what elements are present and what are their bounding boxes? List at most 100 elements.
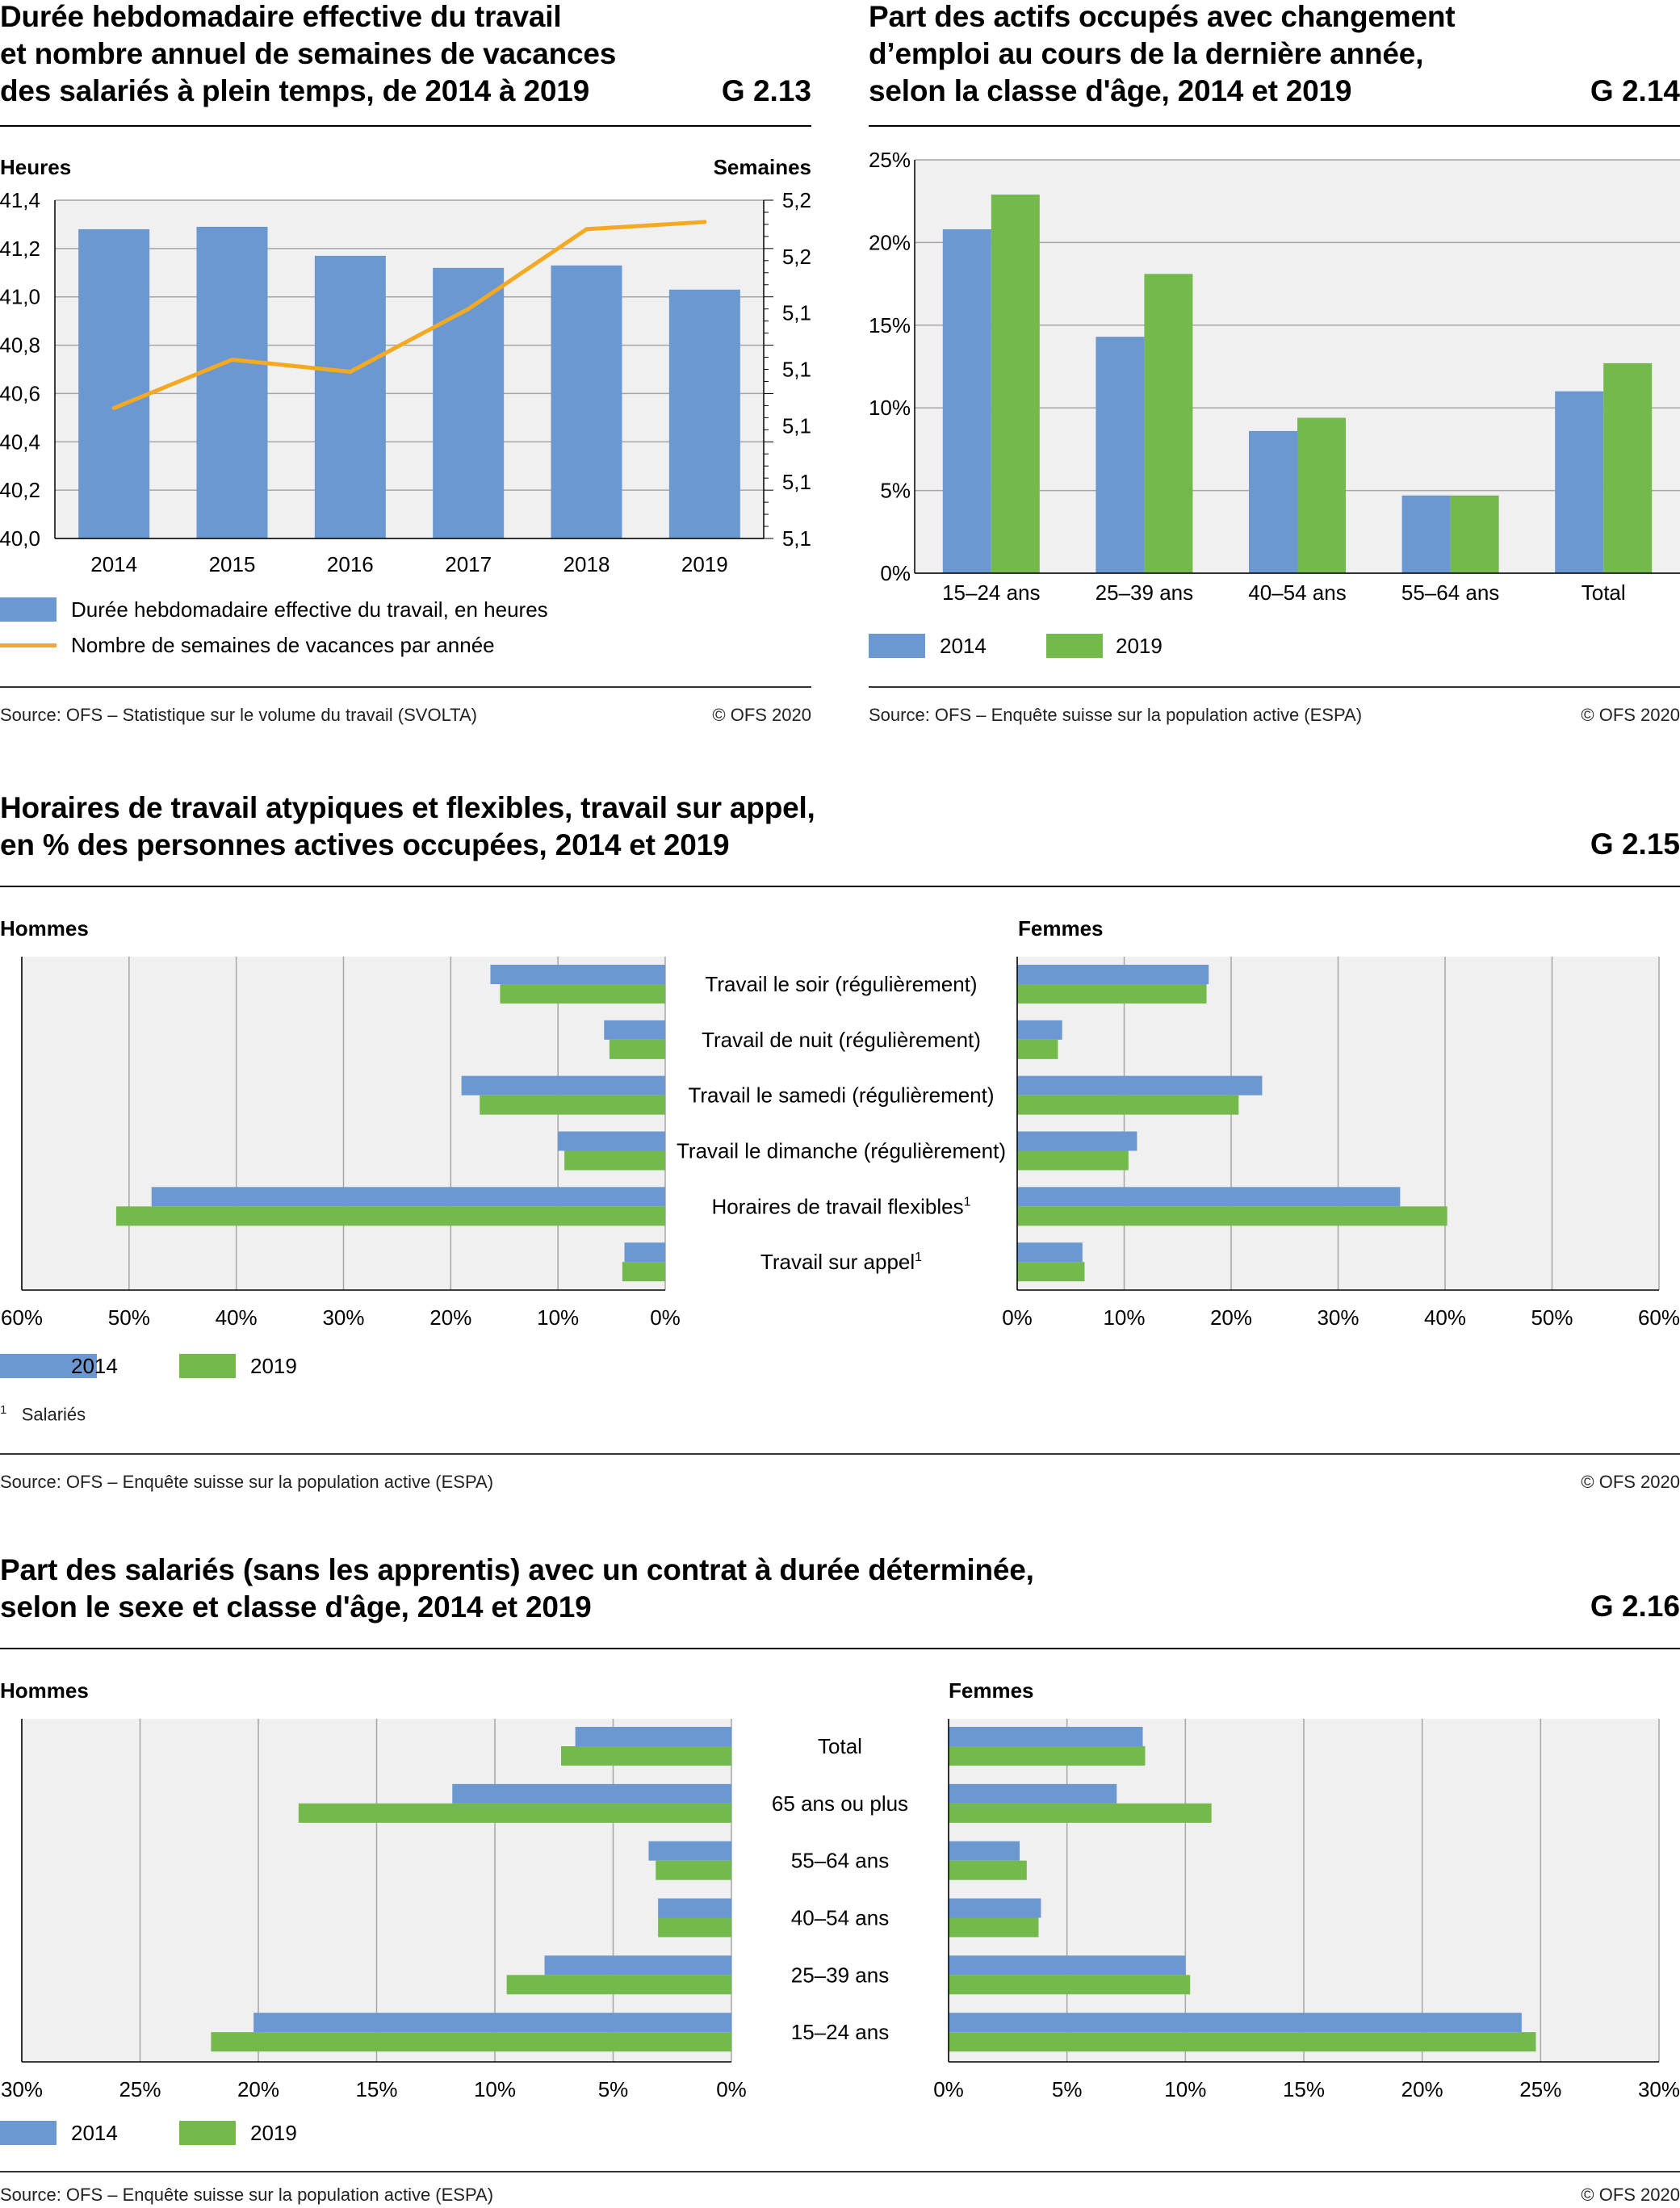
source-rule xyxy=(0,1453,1680,1455)
category-label: 40–54 ans xyxy=(791,1906,889,1930)
bar-hommes-2014 xyxy=(558,1131,665,1151)
y2-tick-label: 5,1 xyxy=(782,470,811,494)
x-tick-label: 30% xyxy=(1,2077,43,2101)
source-rule xyxy=(0,2171,1680,2172)
bar-hommes-2014 xyxy=(490,965,665,984)
panel-label-femmes: Femmes xyxy=(1018,916,1104,941)
x-tick-label: 40–54 ans xyxy=(1248,580,1346,605)
x-tick-label: 20% xyxy=(1401,2077,1443,2101)
line-point xyxy=(230,358,234,362)
x-tick-label: 2016 xyxy=(327,552,374,576)
x-tick-label: 30% xyxy=(1638,2077,1680,2101)
plot-area: 0% 5% 10% 15% 20% 25% 15–24 ans 25–39 ans 40–54 … xyxy=(869,148,1680,605)
title-rule xyxy=(0,125,811,127)
bar-femmes-2014 xyxy=(1017,1242,1083,1263)
source-text: Source: OFS – Enquête suisse sur la popu… xyxy=(0,1472,494,1492)
bar-femmes-2014 xyxy=(949,1841,1020,1861)
category-label: Travail de nuit (régulièrement) xyxy=(702,1028,981,1052)
x-tick-label: 2019 xyxy=(681,552,728,576)
line-point xyxy=(348,369,353,374)
x-tick-label: 10% xyxy=(537,1305,579,1330)
category-label: Total xyxy=(818,1734,862,1758)
line-point xyxy=(466,307,471,312)
x-tick-label: 20% xyxy=(429,1305,471,1330)
bar-femmes-2014 xyxy=(949,2013,1522,2033)
bar-femmes-2014 xyxy=(1017,1020,1062,1040)
bar-2014 xyxy=(942,229,991,573)
bar-hours xyxy=(314,255,386,538)
bar-hommes-2019 xyxy=(298,1803,731,1823)
x-tick-label: 10% xyxy=(1103,1305,1145,1330)
category-label: 65 ans ou plus xyxy=(772,1791,908,1816)
bar-femmes-2014 xyxy=(1017,1187,1401,1207)
x-tick-label: 10% xyxy=(1164,2077,1206,2101)
chart-title: Part des actifs occupés avec changement … xyxy=(869,0,1456,107)
category-label: 15–24 ans xyxy=(791,2020,889,2044)
category-label: Travail le dimanche (régulièrement) xyxy=(677,1139,1006,1163)
panel-label-femmes: Femmes xyxy=(949,1678,1034,1703)
x-tick-label: Total xyxy=(1582,580,1626,605)
bar-hommes-2019 xyxy=(500,984,665,1003)
category-label: Travail le soir (régulièrement) xyxy=(705,972,977,996)
bar-femmes-2019 xyxy=(949,1746,1146,1766)
legend-swatch-2014 xyxy=(0,2121,57,2145)
bar-2014 xyxy=(1096,337,1145,573)
source-rule xyxy=(869,686,1680,688)
bar-hommes-2014 xyxy=(575,1727,731,1746)
bar-femmes-2014 xyxy=(949,1955,1186,1975)
legend: 2014 2019 xyxy=(869,632,1680,664)
bar-2019 xyxy=(1450,495,1499,573)
bar-hommes-2014 xyxy=(544,1955,731,1975)
y-tick-label: 41,0 xyxy=(0,285,40,309)
footnote: 1 Salariés xyxy=(0,1403,86,1425)
legend-label-2019: 2019 xyxy=(1116,634,1163,658)
x-tick-label: 50% xyxy=(1531,1305,1573,1330)
x-tick-label: 50% xyxy=(108,1305,150,1330)
y2-tick-label: 5,1 xyxy=(782,413,811,438)
legend-swatch-bars xyxy=(0,597,57,622)
x-tick-label: 2014 xyxy=(90,552,137,576)
bar-hommes-2019 xyxy=(658,1917,731,1938)
bar-femmes-2014 xyxy=(1017,965,1209,984)
x-tick-label: 10% xyxy=(474,2077,516,2101)
bar-femmes-2019 xyxy=(949,1803,1212,1823)
bar-hours xyxy=(78,228,150,538)
bar-femmes-2019 xyxy=(1017,1095,1239,1115)
bar-hommes-2014 xyxy=(151,1187,665,1207)
chart-code: G 2.15 xyxy=(1590,827,1680,861)
right-axis-unit: Semaines xyxy=(713,155,811,179)
x-tick-label: 30% xyxy=(322,1305,364,1330)
x-tick-label: 0% xyxy=(716,2077,747,2101)
x-tick-label: 60% xyxy=(1,1305,43,1330)
legend-swatch-2019 xyxy=(1046,634,1103,658)
bar-hommes-2014 xyxy=(604,1020,665,1040)
chart-title: Part des salariés (sans les apprentis) a… xyxy=(0,1553,1034,1624)
bar-hommes-2014 xyxy=(624,1242,665,1263)
bar-hommes-2019 xyxy=(622,1262,665,1282)
line-point xyxy=(702,220,707,224)
bar-femmes-2014 xyxy=(1017,1075,1263,1096)
bar-2019 xyxy=(991,195,1040,573)
bar-hommes-2019 xyxy=(480,1095,665,1115)
y-tick-label: 40,4 xyxy=(0,429,40,454)
legend-label-line: Nombre de semaines de vacances par année xyxy=(71,633,495,657)
bar-2014 xyxy=(1401,495,1451,573)
x-tick-label: 5% xyxy=(598,2077,629,2101)
panel-label-hommes: Hommes xyxy=(0,1678,89,1703)
source-rule xyxy=(0,686,811,688)
bar-femmes-2019 xyxy=(1017,1206,1447,1226)
bar-hommes-2019 xyxy=(656,1860,731,1880)
y-tick-label: 40,0 xyxy=(0,526,40,551)
bar-femmes-2019 xyxy=(949,2032,1536,2052)
title-rule xyxy=(0,1648,1680,1649)
bar-femmes-2014 xyxy=(949,1783,1117,1804)
bar-femmes-2019 xyxy=(1017,1150,1129,1171)
y2-tick-label: 5,2 xyxy=(782,188,811,212)
y-tick-label: 40,2 xyxy=(0,478,40,502)
bar-2014 xyxy=(1555,391,1604,573)
bar-hommes-2014 xyxy=(658,1898,731,1918)
bar-hours xyxy=(433,267,505,538)
bar-hommes-2014 xyxy=(452,1783,731,1804)
title-rule xyxy=(869,125,1680,127)
chart-g214: Part des actifs occupés avec changement … xyxy=(869,0,1680,735)
